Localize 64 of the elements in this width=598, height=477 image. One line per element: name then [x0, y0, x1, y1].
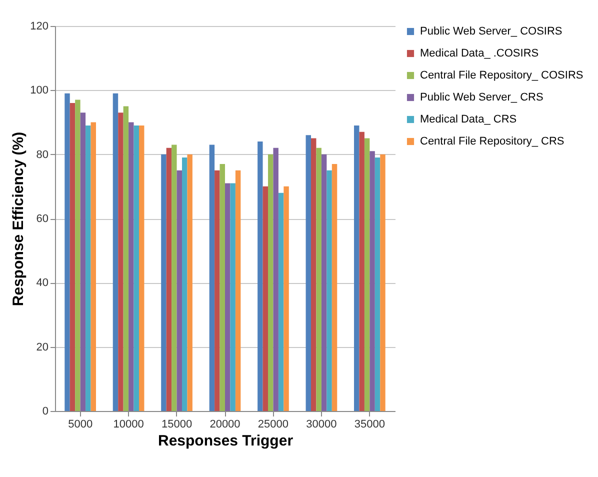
- y-tick-label: 120: [30, 20, 48, 32]
- x-tick-label: 30000: [306, 418, 337, 430]
- bar: [268, 154, 274, 411]
- bar: [278, 192, 284, 411]
- legend-label: Medical Data_ .COSIRS: [420, 48, 539, 60]
- legend-label: Medical Data_ CRS: [420, 114, 517, 126]
- legend-label: Public Web Server_ CRS: [420, 92, 544, 104]
- bar: [364, 138, 370, 411]
- bar: [354, 125, 360, 411]
- bar: [176, 170, 182, 411]
- x-tick-label: 35000: [354, 418, 385, 430]
- y-tick-label: 40: [36, 277, 48, 290]
- y-tick-label: 0: [42, 406, 48, 418]
- bar: [262, 186, 268, 411]
- bar: [64, 93, 70, 411]
- y-axis-title: Response Efficiency (%): [10, 132, 28, 306]
- legend-label: Central File Repository_ CRS: [420, 136, 564, 148]
- y-tick-label: 80: [36, 148, 48, 161]
- bar: [225, 183, 230, 411]
- bar: [172, 144, 177, 411]
- bar: [128, 122, 134, 411]
- bar: [166, 148, 172, 411]
- bar: [209, 144, 215, 411]
- y-tick-label: 60: [36, 213, 48, 225]
- bar: [90, 122, 96, 411]
- x-tick-label: 20000: [210, 418, 240, 430]
- bar: [359, 132, 364, 411]
- bar: [182, 158, 188, 411]
- bar: [112, 93, 118, 411]
- bar: [380, 154, 386, 411]
- bar: [370, 151, 375, 411]
- x-tick-label: 15000: [161, 418, 192, 430]
- x-tick-label: 5000: [68, 418, 93, 430]
- bar: [306, 135, 312, 411]
- bar: [273, 148, 278, 411]
- bar: [138, 125, 144, 411]
- bar: [316, 148, 322, 411]
- bar: [235, 170, 241, 411]
- bar: [258, 142, 263, 411]
- x-axis-title: Responses Trigger: [158, 432, 294, 450]
- y-tick-label: 20: [36, 341, 48, 354]
- bar: [118, 112, 124, 411]
- bar: [70, 103, 76, 411]
- legend-label: Central File Repository_ COSIRS: [420, 70, 584, 82]
- bar: [230, 183, 236, 411]
- x-tick-label: 10000: [113, 418, 144, 430]
- bar: [187, 154, 192, 411]
- y-tick-label: 100: [30, 84, 48, 97]
- bar: [220, 164, 225, 411]
- bar: [161, 154, 166, 411]
- bar: [86, 125, 91, 411]
- bar: [332, 164, 338, 411]
- bar: [374, 158, 380, 411]
- bar: [321, 154, 327, 411]
- bar: [214, 170, 220, 411]
- bar: [326, 170, 332, 411]
- bar: [123, 106, 129, 411]
- bar: [75, 100, 80, 411]
- bar: [80, 112, 86, 411]
- bar: [311, 138, 316, 411]
- bar: [134, 125, 139, 411]
- bar: [284, 186, 289, 411]
- x-tick-label: 25000: [258, 418, 289, 430]
- legend-label: Public Web Server_ COSIRS: [420, 26, 562, 38]
